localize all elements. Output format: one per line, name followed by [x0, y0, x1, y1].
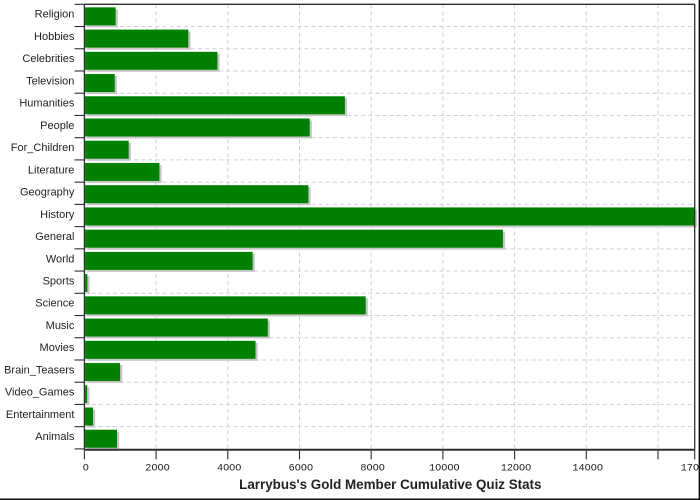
svg-text:Geography: Geography	[20, 187, 75, 199]
svg-text:Video_Games: Video_Games	[5, 387, 75, 399]
svg-text:Movies: Movies	[40, 342, 75, 354]
svg-text:4OOO: 4OOO	[217, 463, 241, 474]
svg-text:General: General	[35, 231, 74, 243]
svg-text:Celebrities: Celebrities	[22, 53, 74, 65]
svg-text:O: O	[83, 463, 89, 474]
svg-text:6OOO: 6OOO	[289, 463, 313, 474]
svg-text:Brain_Teasers: Brain_Teasers	[4, 364, 75, 376]
svg-text:World: World	[46, 253, 75, 265]
svg-text:Sports: Sports	[43, 275, 75, 287]
svg-text:Music: Music	[46, 320, 75, 332]
svg-text:Humanities: Humanities	[19, 98, 75, 110]
svg-text:For_Children: For_Children	[11, 142, 75, 154]
svg-text:Religion: Religion	[35, 9, 75, 21]
svg-text:14OOO: 14OOO	[572, 463, 603, 474]
svg-text:History: History	[40, 209, 75, 221]
svg-text:Television: Television	[26, 75, 74, 87]
svg-text:17OOO: 17OOO	[681, 463, 700, 474]
svg-text:8OOO: 8OOO	[360, 463, 384, 474]
svg-text:1OOOO: 1OOOO	[429, 463, 460, 474]
svg-text:2OOO: 2OOO	[145, 463, 169, 474]
svg-text:People: People	[40, 120, 74, 132]
svg-text:Larrybus's Gold Member Cumulat: Larrybus's Gold Member Cumulative Quiz S…	[239, 477, 541, 492]
svg-text:Animals: Animals	[35, 431, 75, 443]
svg-text:Hobbies: Hobbies	[34, 31, 75, 43]
svg-text:Literature: Literature	[28, 164, 74, 176]
svg-text:Science: Science	[35, 298, 74, 310]
svg-text:Entertainment: Entertainment	[6, 409, 74, 421]
svg-text:12OOO: 12OOO	[501, 463, 532, 474]
